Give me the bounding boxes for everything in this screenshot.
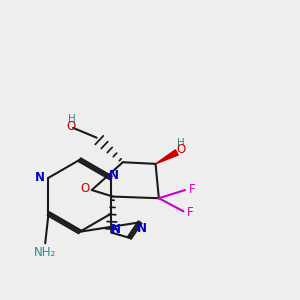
Text: H: H xyxy=(68,114,75,124)
Text: N: N xyxy=(136,222,147,235)
Text: N: N xyxy=(109,169,119,182)
Text: NH₂: NH₂ xyxy=(34,246,56,259)
Polygon shape xyxy=(156,150,178,164)
Text: O: O xyxy=(176,143,185,156)
Text: H: H xyxy=(177,138,184,148)
Text: F: F xyxy=(187,206,194,219)
Text: F: F xyxy=(189,183,196,196)
Text: N: N xyxy=(111,223,121,236)
Text: O: O xyxy=(67,120,76,133)
Text: O: O xyxy=(81,182,90,195)
Text: N: N xyxy=(35,171,45,184)
